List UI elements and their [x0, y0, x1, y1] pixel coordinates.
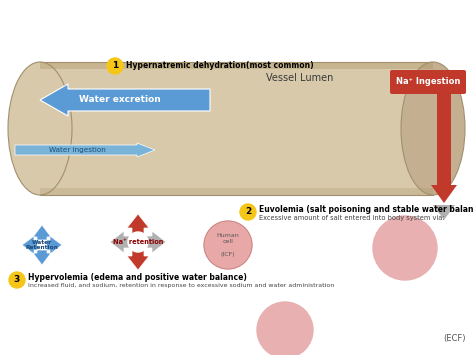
Bar — [40, 62, 433, 69]
FancyArrow shape — [433, 205, 455, 220]
Circle shape — [128, 232, 148, 252]
FancyArrow shape — [22, 236, 42, 254]
FancyArrow shape — [33, 245, 51, 265]
Text: Excessive amount of salt entered into body system via:: Excessive amount of salt entered into bo… — [259, 215, 445, 221]
Text: Hypervolemia (edema and positive water balance): Hypervolemia (edema and positive water b… — [28, 273, 247, 282]
Text: Water
Retention: Water Retention — [26, 240, 58, 250]
Text: Euvolemia (salt poisoning and stable water balance): Euvolemia (salt poisoning and stable wat… — [259, 204, 474, 213]
Bar — [40, 188, 433, 195]
Text: Water ingestion: Water ingestion — [49, 147, 105, 153]
Ellipse shape — [401, 62, 465, 195]
Bar — [40, 62, 433, 195]
FancyArrow shape — [42, 236, 62, 254]
Circle shape — [257, 302, 313, 355]
Text: Na⁺ retention: Na⁺ retention — [113, 239, 163, 245]
Circle shape — [204, 221, 252, 269]
Text: (ECF): (ECF) — [444, 333, 466, 343]
Bar — [37, 240, 47, 250]
Text: Vessel Lumen: Vessel Lumen — [266, 73, 334, 83]
Text: Increased fluid, and sodium, retention in response to excessive sodium and water: Increased fluid, and sodium, retention i… — [28, 284, 334, 289]
Text: 3: 3 — [14, 275, 20, 284]
Text: Human
cell

(ICF): Human cell (ICF) — [217, 233, 239, 257]
Circle shape — [373, 216, 437, 280]
FancyBboxPatch shape — [390, 70, 466, 94]
Bar — [437, 92, 451, 185]
Text: 1: 1 — [112, 61, 118, 71]
Circle shape — [240, 204, 256, 220]
Circle shape — [9, 272, 25, 288]
FancyArrow shape — [40, 84, 210, 116]
Text: 2: 2 — [245, 208, 251, 217]
FancyArrow shape — [127, 242, 149, 270]
Bar — [132, 236, 144, 248]
FancyArrow shape — [431, 185, 457, 203]
Text: Hypernatremic dehydration(most common): Hypernatremic dehydration(most common) — [126, 61, 314, 71]
FancyArrow shape — [138, 231, 166, 253]
FancyArrow shape — [110, 231, 138, 253]
FancyArrow shape — [33, 225, 51, 245]
FancyArrow shape — [127, 242, 149, 270]
Text: Water excretion: Water excretion — [79, 95, 161, 104]
Ellipse shape — [8, 62, 72, 195]
FancyArrow shape — [127, 214, 149, 242]
FancyArrow shape — [15, 143, 155, 157]
Circle shape — [107, 58, 123, 74]
Text: Na⁺ Ingestion: Na⁺ Ingestion — [396, 77, 460, 87]
FancyArrow shape — [127, 214, 149, 242]
